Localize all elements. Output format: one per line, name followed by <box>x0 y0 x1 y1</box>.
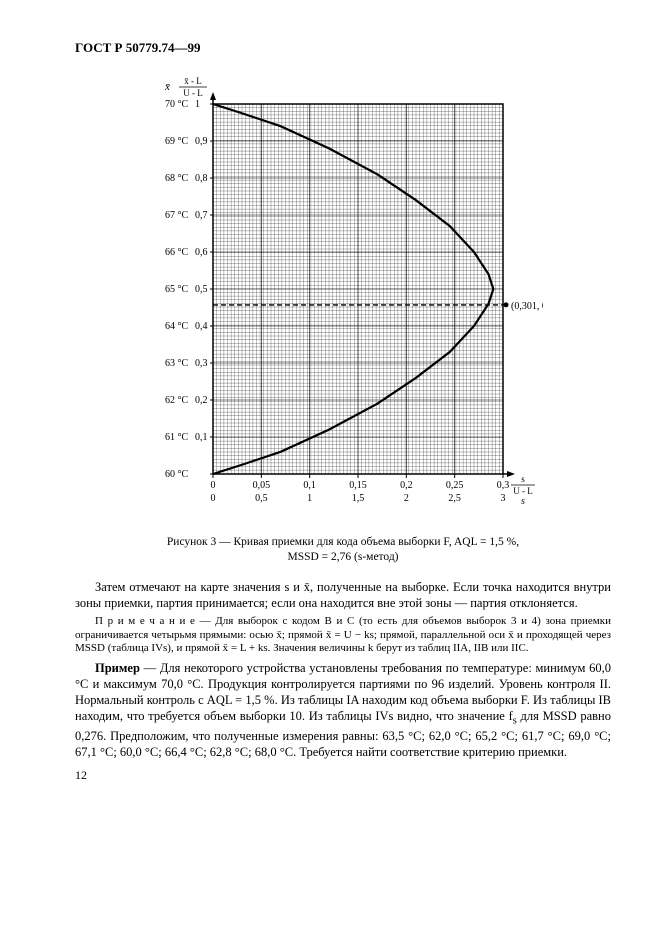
page-number: 12 <box>75 768 611 783</box>
svg-text:1: 1 <box>307 493 312 504</box>
svg-text:x̄ - L: x̄ - L <box>184 76 202 86</box>
svg-text:67 °C: 67 °C <box>165 210 188 221</box>
svg-text:0: 0 <box>211 480 216 491</box>
svg-text:69 °C: 69 °C <box>165 136 188 147</box>
svg-text:s: s <box>521 474 525 484</box>
svg-text:0,1: 0,1 <box>195 432 208 443</box>
svg-text:0,8: 0,8 <box>195 173 208 184</box>
example-label: Пример <box>95 661 140 675</box>
svg-text:U - L: U - L <box>513 486 533 496</box>
svg-text:0,9: 0,9 <box>195 136 208 147</box>
svg-text:(0,301, 0,457): (0,301, 0,457) <box>511 301 543 312</box>
figure-caption: Рисунок 3 — Кривая приемки для кода объе… <box>75 535 611 565</box>
svg-text:0,2: 0,2 <box>195 395 208 406</box>
svg-text:61 °C: 61 °C <box>165 432 188 443</box>
svg-text:66 °C: 66 °C <box>165 247 188 258</box>
svg-text:0,05: 0,05 <box>253 480 271 491</box>
svg-text:0,3: 0,3 <box>195 358 208 369</box>
svg-text:60 °C: 60 °C <box>165 469 188 480</box>
svg-text:0,3: 0,3 <box>497 480 510 491</box>
svg-text:0,4: 0,4 <box>195 321 208 332</box>
svg-text:0,6: 0,6 <box>195 247 208 258</box>
note-1: П р и м е ч а н и е — Для выборок с кодо… <box>75 615 611 656</box>
caption-line-2: MSSD = 2,76 (s-метод) <box>287 551 398 563</box>
svg-text:0,1: 0,1 <box>303 480 316 491</box>
svg-text:s: s <box>521 496 525 507</box>
svg-text:64 °C: 64 °C <box>165 321 188 332</box>
svg-text:0: 0 <box>211 493 216 504</box>
doc-header: ГОСТ Р 50779.74—99 <box>75 40 611 56</box>
svg-text:2,5: 2,5 <box>448 493 461 504</box>
svg-text:0,7: 0,7 <box>195 210 208 221</box>
svg-text:65 °C: 65 °C <box>165 284 188 295</box>
svg-text:2: 2 <box>404 493 409 504</box>
paragraph-2: Пример — Для некоторого устройства устан… <box>75 660 611 760</box>
svg-text:62 °C: 62 °C <box>165 395 188 406</box>
svg-text:70 °C: 70 °C <box>165 99 188 110</box>
svg-text:0,5: 0,5 <box>195 284 208 295</box>
svg-text:x̄: x̄ <box>164 81 170 93</box>
paragraph-1: Затем отмечают на карте значения s и x̄,… <box>75 579 611 611</box>
svg-text:3: 3 <box>501 493 506 504</box>
svg-text:1,5: 1,5 <box>352 493 365 504</box>
svg-text:0,2: 0,2 <box>400 480 413 491</box>
caption-line-1: Рисунок 3 — Кривая приемки для кода объе… <box>167 536 519 548</box>
chart-svg: 70 °C 1 69 °C 0,9 68 °C 0,8 67 °C 0,7 66 °C 0,6 65… <box>143 74 543 524</box>
svg-text:0,5: 0,5 <box>255 493 268 504</box>
svg-text:U - L: U - L <box>183 88 203 98</box>
svg-text:1: 1 <box>195 99 200 110</box>
acceptance-chart: 70 °C 1 69 °C 0,9 68 °C 0,8 67 °C 0,7 66 °C 0,6 65… <box>143 74 543 529</box>
svg-text:0,25: 0,25 <box>446 480 464 491</box>
svg-text:63 °C: 63 °C <box>165 358 188 369</box>
svg-text:68 °C: 68 °C <box>165 173 188 184</box>
svg-text:0,15: 0,15 <box>349 480 367 491</box>
